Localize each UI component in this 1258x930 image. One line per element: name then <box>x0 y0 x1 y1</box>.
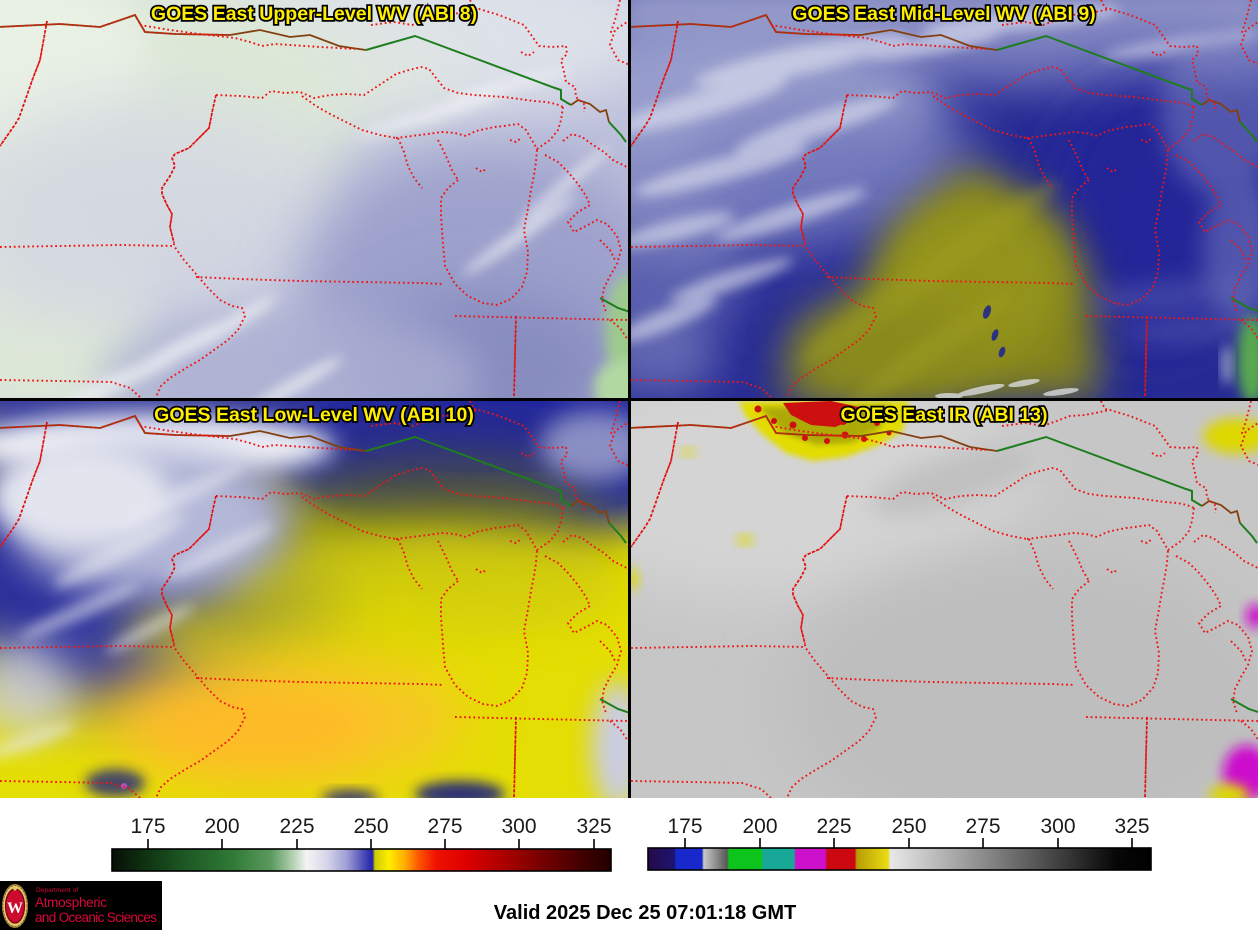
svg-text:W: W <box>7 900 23 917</box>
svg-text:GOES East Upper-Level WV (ABI: GOES East Upper-Level WV (ABI 8) <box>151 3 477 25</box>
svg-text:GOES East IR (ABI 13): GOES East IR (ABI 13) <box>841 404 1048 426</box>
svg-text:175: 175 <box>667 815 702 838</box>
svg-text:Atmospheric: Atmospheric <box>35 895 107 910</box>
svg-text:225: 225 <box>816 815 851 838</box>
svg-text:275: 275 <box>965 815 1000 838</box>
svg-text:275: 275 <box>427 815 462 838</box>
svg-text:Valid 2025 Dec 25 07:01:18 GMT: Valid 2025 Dec 25 07:01:18 GMT <box>494 902 796 924</box>
svg-text:225: 225 <box>279 815 314 838</box>
svg-text:325: 325 <box>1114 815 1149 838</box>
svg-text:300: 300 <box>501 815 536 838</box>
svg-text:325: 325 <box>576 815 611 838</box>
svg-text:and Oceanic Sciences: and Oceanic Sciences <box>35 910 157 925</box>
svg-text:175: 175 <box>130 815 165 838</box>
svg-text:200: 200 <box>204 815 239 838</box>
svg-text:250: 250 <box>891 815 926 838</box>
svg-text:250: 250 <box>353 815 388 838</box>
svg-text:300: 300 <box>1040 815 1075 838</box>
svg-text:GOES East Low-Level WV (ABI 10: GOES East Low-Level WV (ABI 10) <box>154 404 474 426</box>
svg-text:GOES East Mid-Level WV (ABI 9): GOES East Mid-Level WV (ABI 9) <box>792 3 1095 25</box>
svg-text:200: 200 <box>742 815 777 838</box>
svg-text:Department of: Department of <box>36 887 78 894</box>
